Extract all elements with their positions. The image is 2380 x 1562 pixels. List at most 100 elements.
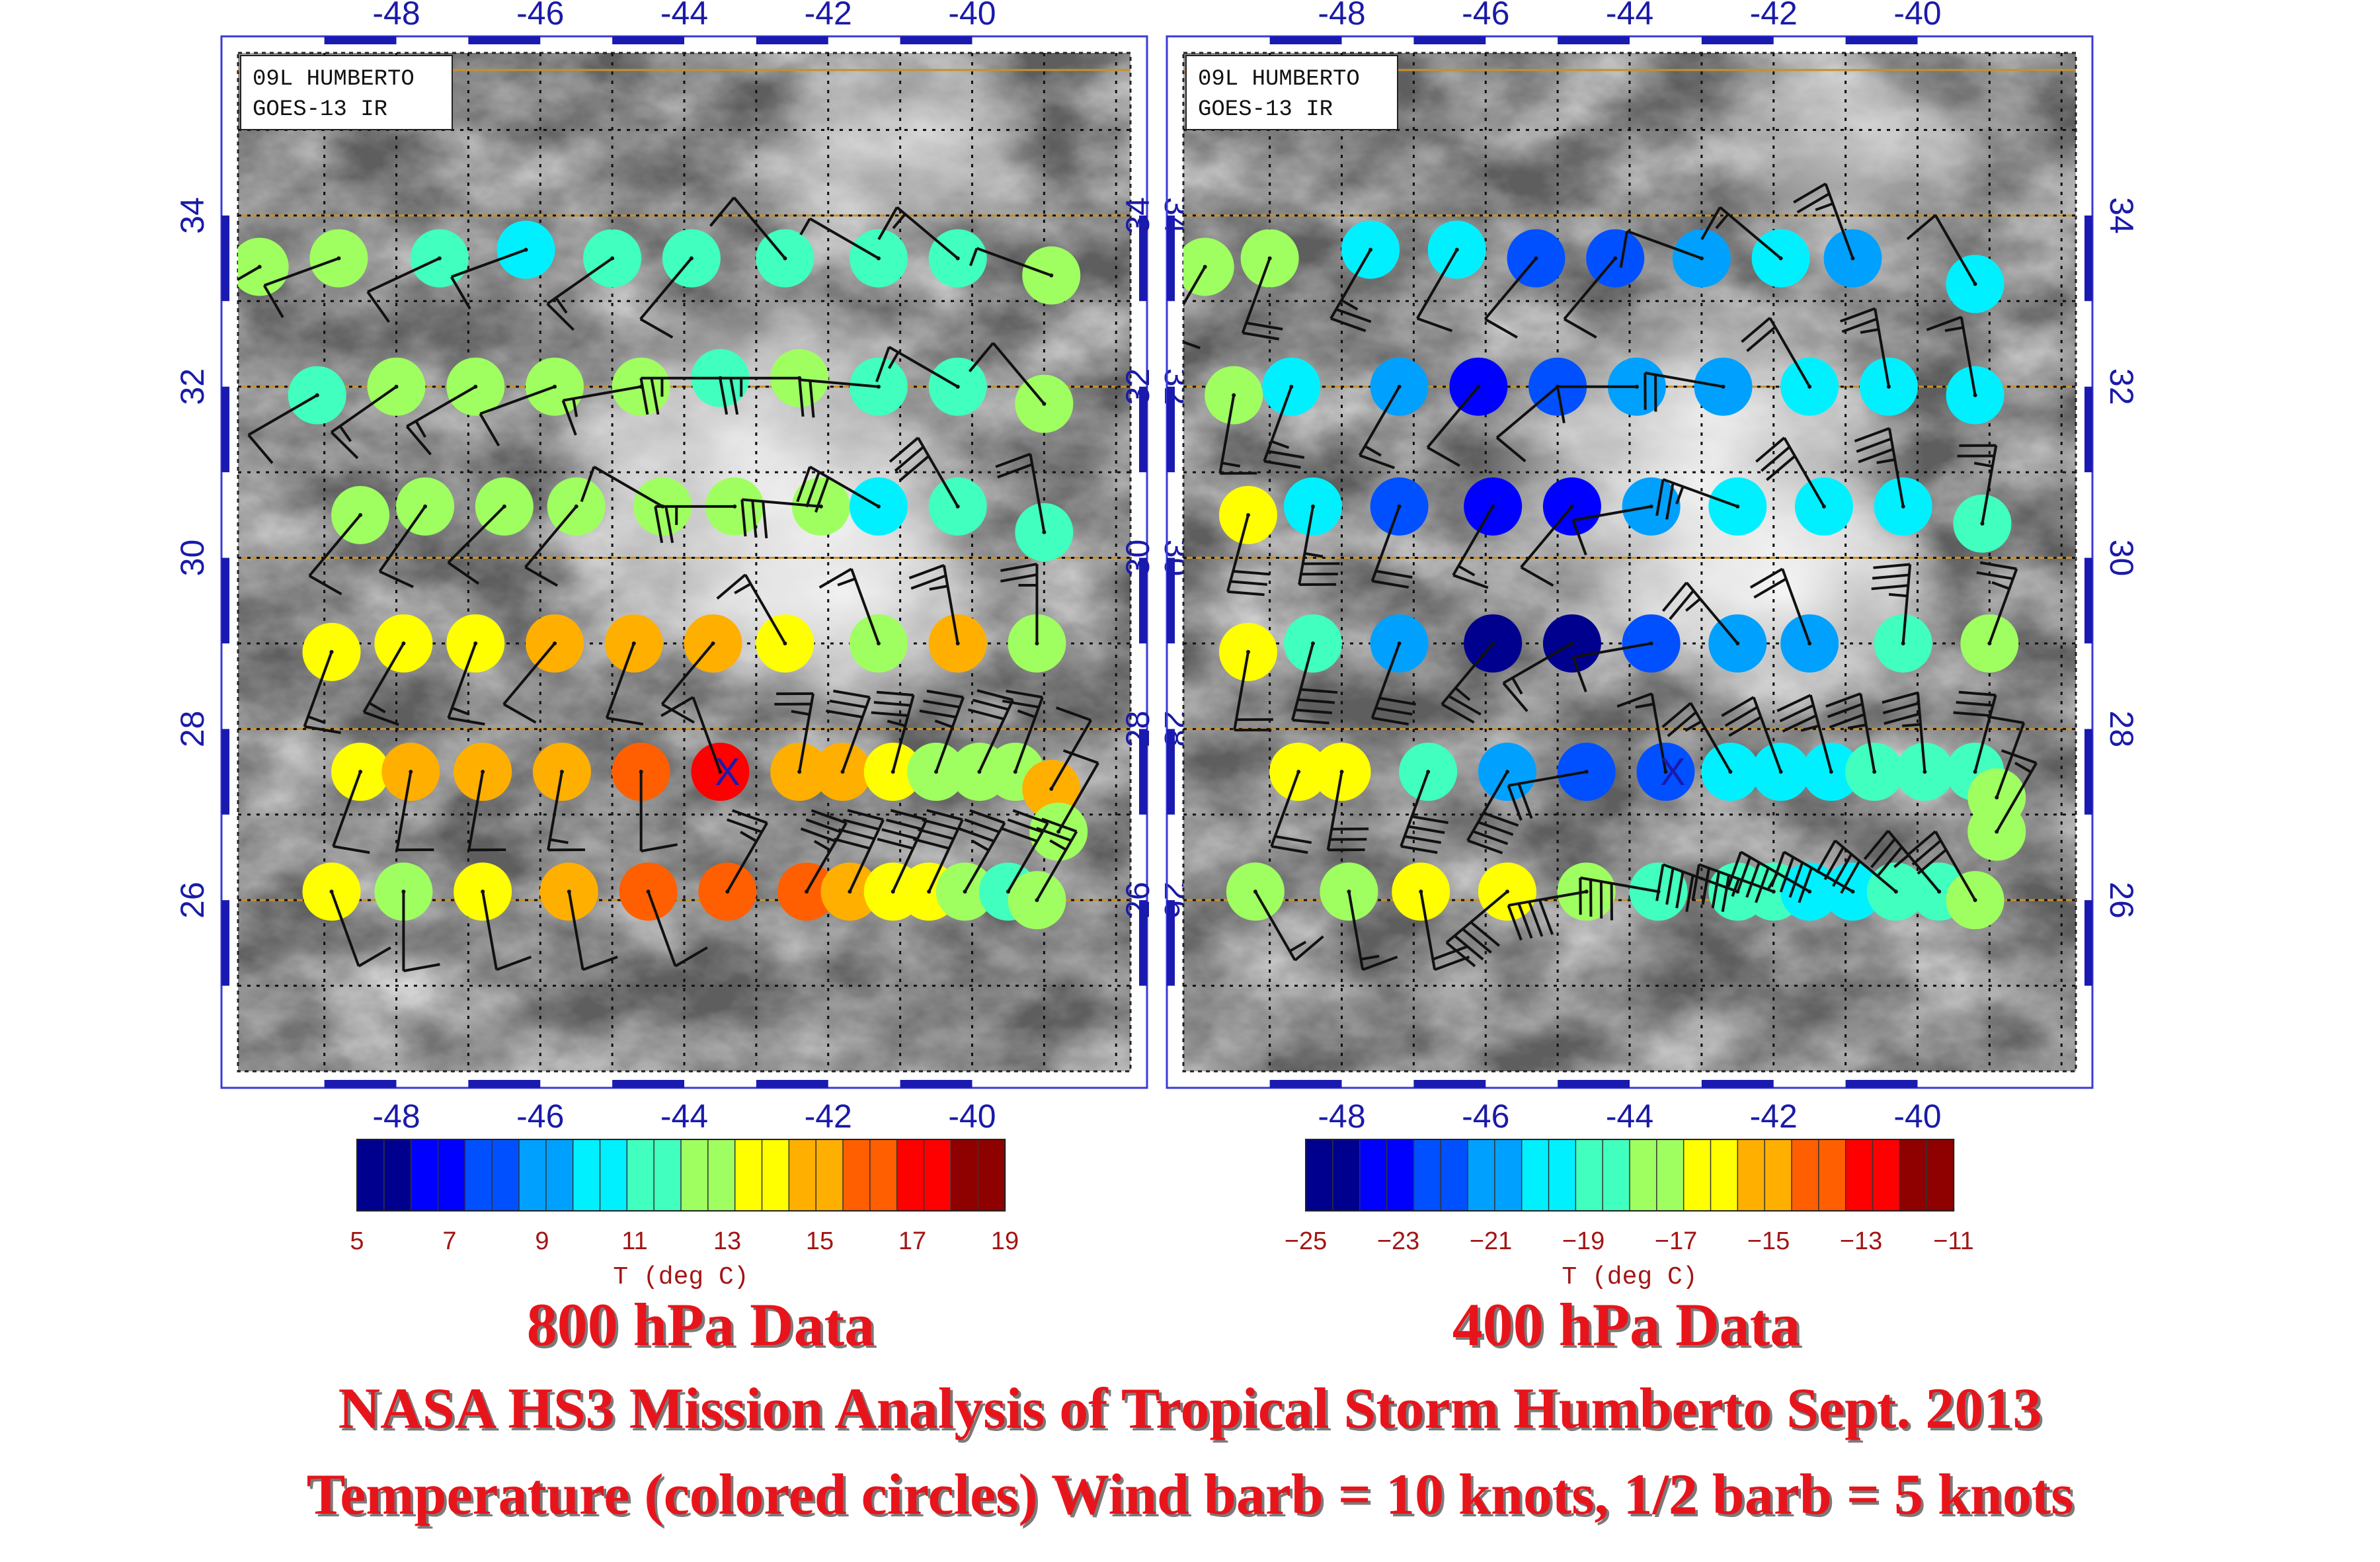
colorbar-swatch [734,1139,763,1212]
colorbar-swatch [869,1139,898,1212]
header-line: GOES-13 IR [1198,97,1333,122]
colorbar-swatch [1764,1139,1793,1212]
colorbar-swatch [1467,1139,1496,1212]
wind-barb [1056,749,1099,834]
wind-barb [1770,850,1855,903]
wind-barb [262,256,341,318]
panel-left-pressure-label: 800 hPa Data [526,1291,875,1358]
wind-barb [1926,315,1977,397]
wind-barb [547,770,585,852]
wind-barb [447,504,506,585]
colorbar-swatch [1494,1139,1523,1212]
lat-tick-label: 28 [1119,711,1156,748]
colorbar-tick-label: 5 [350,1227,364,1255]
wind-barb [877,206,960,261]
lon-tick-label: -48 [372,1098,420,1135]
wind-barb [329,889,391,967]
wind-barb [1370,641,1416,726]
colorbar-swatch [1791,1139,1820,1212]
wind-barb [719,376,802,415]
wind-barb [1426,384,1481,468]
lon-tick-label: -40 [948,0,996,32]
colorbar-swatch [1818,1139,1846,1212]
wind-barb [332,770,370,854]
wind-barb [1644,371,1726,412]
wind-barb [1825,692,1877,774]
wind-barb [238,265,262,281]
wind-barb [247,393,319,464]
wind-barb [546,256,615,331]
wind-barb [1871,563,1912,645]
wind-barb [1452,504,1495,589]
lon-tick-label: -44 [1606,0,1653,32]
colorbar-tick-label: −25 [1285,1227,1327,1255]
lat-tick-label: 34 [174,197,211,234]
colorbar-swatch [437,1139,466,1212]
map-panel-right: -48 -48 -46 -46 -44 -44 -42 -42 -40 -40 34 34 32 32 30… [1119,0,2140,1292]
wind-barb [1241,256,1283,341]
wind-barb [1995,749,2038,834]
wind-barb [818,567,881,645]
lon-tick-label: -42 [805,0,852,32]
lon-tick-label: -42 [1750,1098,1798,1135]
colorbar-swatch [977,1139,1006,1212]
colorbar-swatch [356,1139,385,1212]
wind-barb [796,466,881,513]
colorbar-swatch [1844,1139,1874,1212]
lat-tick-label: 34 [2103,197,2140,234]
colorbar-swatch [1737,1139,1766,1212]
wind-barb [709,196,787,261]
colorbar-swatch [896,1139,925,1212]
colorbar-tick-label: −15 [1747,1227,1790,1255]
wind-barb [1445,889,1509,967]
wind-barb [1619,229,1704,268]
lat-tick-label: 26 [1119,882,1156,919]
colorbar-swatch [1386,1139,1415,1212]
header-line: GOES-13 IR [253,97,387,122]
wind-barb [1563,256,1618,339]
colorbar-swatch [761,1139,790,1212]
wind-barb [1556,384,1639,424]
wind-barb [1466,770,1519,854]
wind-barb [1661,702,1733,774]
lon-tick-label: -42 [805,1098,852,1135]
wind-barb [967,689,1014,774]
colorbar-swatch [1548,1139,1577,1212]
wind-barb [1290,641,1338,725]
colorbar-swatch [707,1139,736,1212]
wind-barb [405,384,478,456]
colorbar-swatch [923,1139,952,1212]
wind-barb [308,513,363,596]
colorbar-tick-label: −19 [1562,1227,1605,1255]
wind-barb [561,384,643,436]
wind-barb [1270,770,1312,854]
wind-barb [481,889,532,971]
lon-tick-label: -48 [1318,1098,1365,1135]
caption-legend-note: Temperature (colored circles) Wind barb … [306,1463,2074,1527]
colorbar-swatch [545,1139,574,1212]
lat-tick-label: 30 [2103,540,2140,577]
wind-barb [1721,696,1783,774]
colorbar-tick-label: 9 [535,1227,549,1255]
wind-barb [1700,206,1783,261]
colorbar-swatch [1332,1139,1361,1212]
wind-barb [605,641,644,726]
colorbar-label: T (deg C) [613,1263,748,1292]
wind-barb [1741,317,1812,389]
wind-barb [1183,265,1207,350]
wind-barb [1755,436,1826,509]
colorbar-tick-label: 7 [442,1227,456,1255]
wind-barb [913,809,964,894]
wind-barb [877,809,928,894]
wind-barb [968,342,1047,406]
lat-tick-label: 34 [1119,197,1156,234]
wind-barb [1326,770,1369,852]
wind-barb [447,641,485,726]
wind-barb [479,384,557,447]
colorbar-swatch [680,1139,709,1212]
wind-barb [1507,889,1589,941]
wind-barb [1882,691,1927,774]
panel-right-pressure-label: 400 hPa Data [1452,1291,1801,1358]
colorbar: 5 7 9 11 13 15 17 19 T (deg C) [350,1139,1019,1292]
